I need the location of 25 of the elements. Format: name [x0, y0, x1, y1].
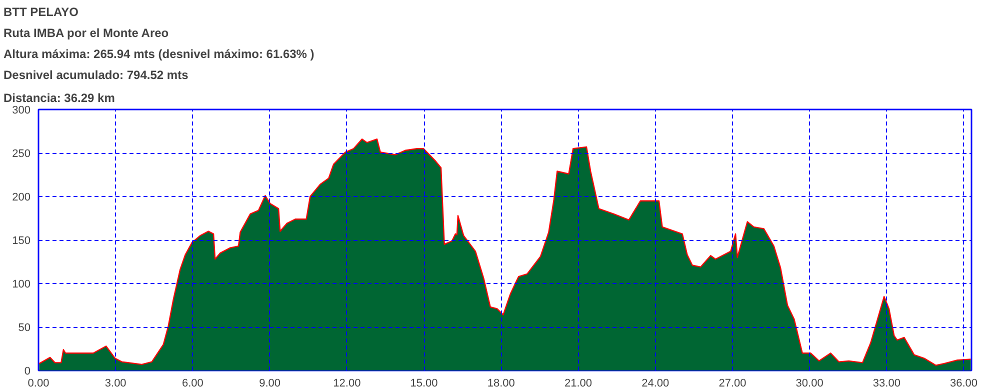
text: Altura máxima: 265.94 mts (desnivel máximo: 61.63% ) [4, 47, 314, 61]
chart-title: BTT PELAYO [4, 5, 78, 19]
x-tick-label: 18.00 [487, 378, 515, 389]
y-tick-label: 100 [12, 278, 31, 290]
x-tick-label: 21.00 [564, 378, 592, 389]
x-tick-label: 15.00 [410, 378, 438, 389]
x-tick-label: 12.00 [333, 378, 361, 389]
text: Desnivel acumulado: 794.52 mts [4, 68, 189, 82]
x-tick-label: 30.00 [796, 378, 824, 389]
x-tick-label: 27.00 [718, 378, 746, 389]
x-tick-label: 3.00 [104, 378, 126, 389]
text: Distancia: 36.29 km [4, 91, 115, 105]
y-tick-label: 150 [12, 235, 31, 247]
x-tick-label: 33.00 [872, 378, 900, 389]
y-tick-label: 300 [12, 104, 31, 116]
chart-subtitle: Ruta IMBA por el Monte Areo [4, 26, 169, 40]
x-tick-label: 24.00 [642, 378, 670, 389]
y-tick-label: 250 [12, 148, 31, 160]
y-tick-label: 0 [24, 366, 31, 378]
x-tick-label: 36.00 [950, 378, 978, 389]
x-tick-label: 9.00 [259, 378, 281, 389]
x-tick-label: 0.00 [28, 378, 50, 389]
y-tick-label: 200 [12, 192, 31, 204]
x-tick-label: 6.00 [182, 378, 204, 389]
y-tick-label: 50 [18, 322, 31, 334]
